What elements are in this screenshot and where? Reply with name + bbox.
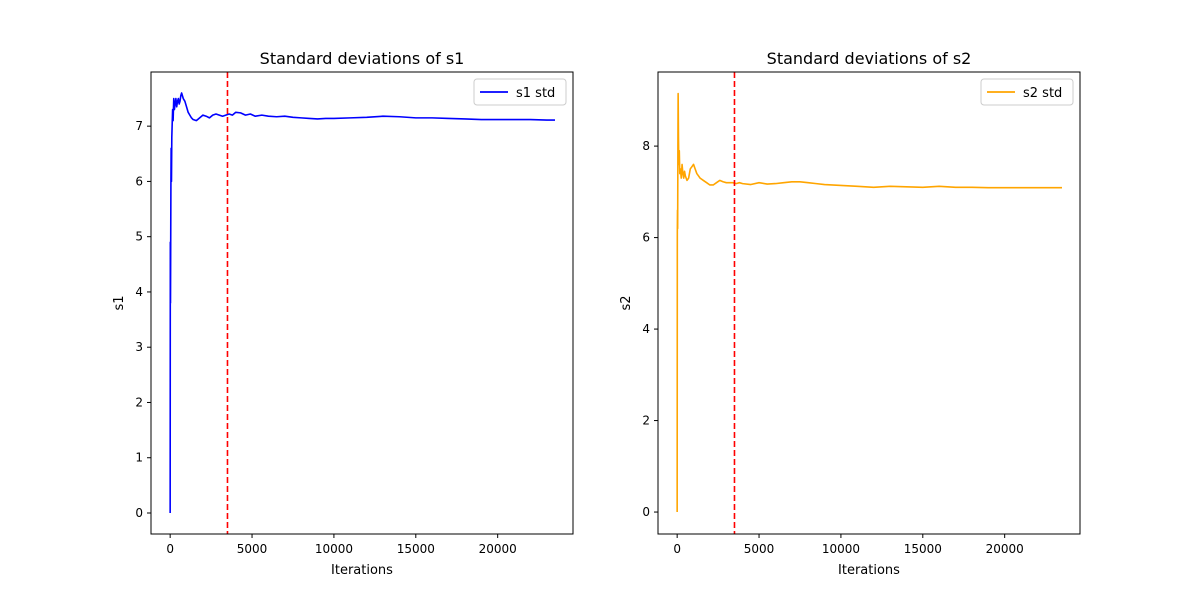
legend: s1 std: [473, 78, 567, 106]
y-tick-label: 6: [642, 231, 650, 245]
y-tick-label: 3: [135, 340, 143, 354]
chart-title: Standard deviations of s2: [767, 49, 972, 68]
x-axis-label: Iterations: [838, 563, 900, 578]
y-tick-label: 4: [135, 285, 143, 299]
legend-label: s1 std: [516, 86, 555, 101]
axes-frame: [657, 71, 1081, 535]
y-tick-label: 2: [135, 395, 143, 409]
legend-label: s2 std: [1023, 86, 1062, 101]
x-tick-label: 0: [673, 542, 681, 556]
legend-box: [980, 78, 1074, 106]
x-tick-label: 15000: [397, 542, 435, 556]
chart-title: Standard deviations of s1: [260, 49, 465, 68]
y-tick-label: 0: [642, 505, 650, 519]
y-tick-label: 5: [135, 230, 143, 244]
series-line-2-1: [676, 92, 1062, 513]
y-axis-label: s2: [619, 295, 634, 310]
x-tick-label: 15000: [904, 542, 942, 556]
axes-frame: [150, 71, 574, 535]
chart-2: 0 5000 10000 15000 20000 0 2 4 6 8 Standard deviat…: [619, 49, 1081, 578]
x-tick-label: 5000: [744, 542, 775, 556]
y-tick-label: 2: [642, 414, 650, 428]
chart-1: 0 5000 10000 15000 20000 0 1 2 3 4 5 6 7 Standard dev…: [112, 49, 574, 578]
x-axis-label: Iterations: [331, 563, 393, 578]
y-tick-label: 4: [642, 322, 650, 336]
y-tick-label: 8: [642, 139, 650, 153]
x-tick-label: 5000: [237, 542, 268, 556]
legend-box: [473, 78, 567, 106]
y-tick-label: 1: [135, 451, 143, 465]
y-tick-label: 7: [135, 119, 143, 133]
x-tick-label: 0: [166, 542, 174, 556]
y-tick-label: 6: [135, 174, 143, 188]
legend: s2 std: [980, 78, 1074, 106]
x-tick-label: 20000: [986, 542, 1024, 556]
x-tick-label: 20000: [479, 542, 517, 556]
y-axis-label: s1: [112, 295, 127, 310]
x-tick-label: 10000: [315, 542, 353, 556]
series-line-1-1: [169, 92, 555, 514]
y-tick-label: 0: [135, 506, 143, 520]
x-tick-label: 10000: [822, 542, 860, 556]
